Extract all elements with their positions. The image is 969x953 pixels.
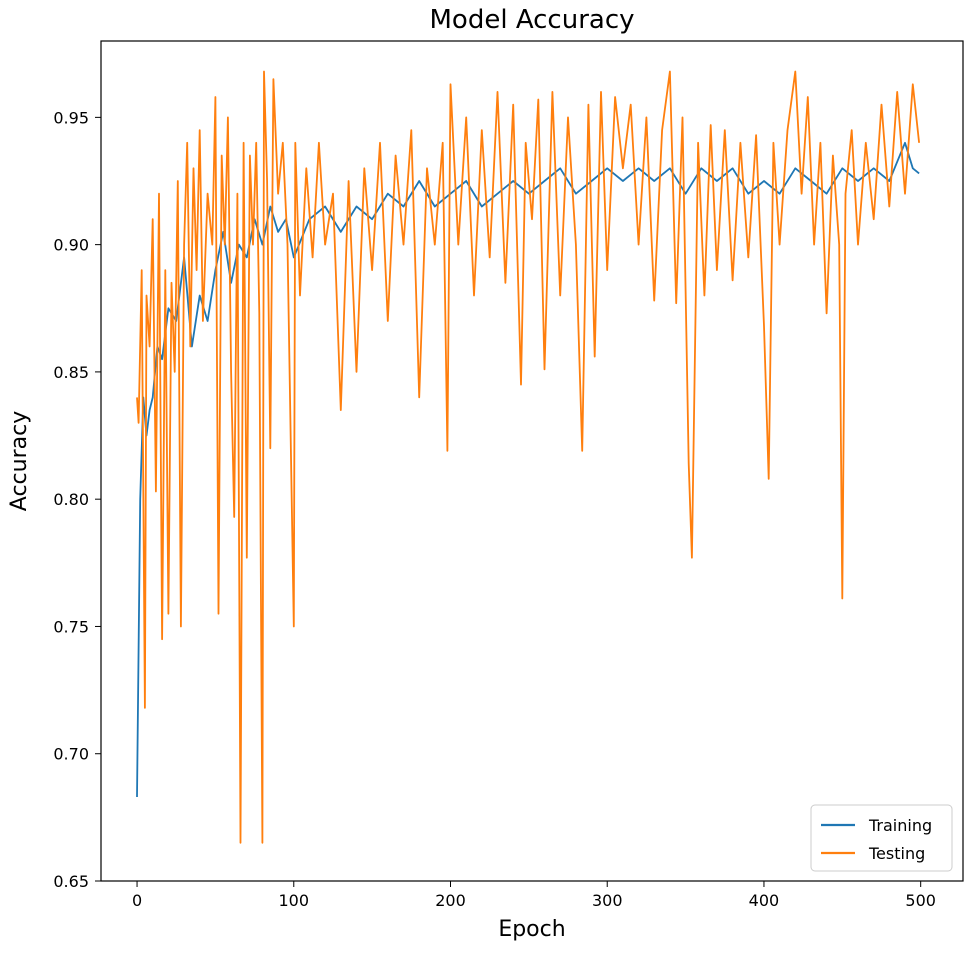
legend-label-training: Training xyxy=(868,816,932,835)
series-line-training xyxy=(136,141,920,798)
y-tick-label: 0.65 xyxy=(53,872,89,891)
chart-title: Model Accuracy xyxy=(429,5,634,35)
y-tick-label: 0.85 xyxy=(53,363,89,382)
y-tick-label: 0.70 xyxy=(53,745,89,764)
series-layer xyxy=(136,70,920,844)
legend-box xyxy=(810,804,953,872)
y-tick-label: 0.90 xyxy=(53,236,89,255)
legend: Training Testing xyxy=(810,804,953,872)
series-line-testing xyxy=(136,70,920,844)
x-tick-label: 400 xyxy=(749,891,780,910)
x-tick-label: 0 xyxy=(132,891,142,910)
y-tick-label: 0.95 xyxy=(53,108,89,127)
x-tick-label: 200 xyxy=(435,891,466,910)
x-tick-label: 500 xyxy=(905,891,936,910)
y-tick-label: 0.75 xyxy=(53,617,89,636)
x-axis-title: Epoch xyxy=(498,917,565,942)
x-tick-label: 100 xyxy=(279,891,310,910)
plot-frame xyxy=(100,40,964,882)
ticks-layer: 0 100 200 300 400 500 0.65 0.70 0.75 0.80 0.85 0.90… xyxy=(53,108,936,910)
y-tick-label: 0.80 xyxy=(53,490,89,509)
y-axis-title: Accuracy xyxy=(7,411,32,511)
legend-label-testing: Testing xyxy=(868,844,925,863)
x-tick-label: 300 xyxy=(592,891,623,910)
